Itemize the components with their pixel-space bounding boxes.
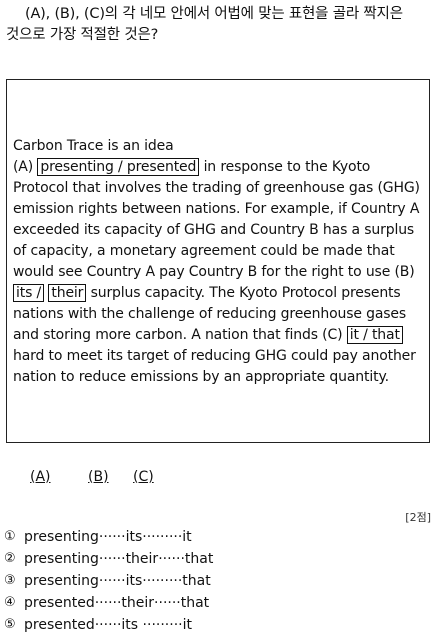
passage-intro: Carbon Trace is an idea bbox=[13, 138, 174, 154]
passage-box: Carbon Trace is an idea (A) presenting /… bbox=[6, 79, 430, 443]
choice-box-a: presenting / presented bbox=[37, 158, 200, 176]
choice-box-b-part-2: their bbox=[48, 284, 87, 302]
passage-text: Carbon Trace is an idea (A) presenting /… bbox=[13, 136, 428, 388]
option-number: ④ bbox=[4, 595, 16, 610]
answer-option-3[interactable]: ③ presenting······its·········that bbox=[4, 570, 434, 592]
option-text: presented······its ·········it bbox=[24, 617, 192, 633]
option-number: ② bbox=[4, 551, 16, 566]
answer-option-5[interactable]: ⑤ presented······its ·········it bbox=[4, 614, 434, 636]
answer-option-1[interactable]: ① presenting······its·········it bbox=[4, 526, 434, 548]
question-line-1: (A), (B), (C)의 각 네모 안에서 어법에 맞는 표현을 골라 짝지… bbox=[25, 6, 403, 22]
question-prompt: (A), (B), (C)의 각 네모 안에서 어법에 맞는 표현을 골라 짝지… bbox=[6, 4, 434, 46]
header-c: (C) bbox=[133, 469, 154, 485]
answer-option-2[interactable]: ② presenting······their······that bbox=[4, 548, 434, 570]
option-text: presenting······its·········that bbox=[24, 573, 211, 589]
answer-column-headers: (A) (B) (C) bbox=[0, 469, 439, 489]
option-number: ③ bbox=[4, 573, 16, 588]
option-number: ⑤ bbox=[4, 617, 16, 632]
passage-segment-1: in response to the Kyoto Protocol that i… bbox=[13, 159, 420, 280]
passage-segment-2: surplus capacity. The Kyoto Protocol pre… bbox=[13, 285, 407, 343]
choice-box-c: it / that bbox=[346, 326, 403, 344]
option-text: presenting······their······that bbox=[24, 551, 214, 567]
points-label: [2점] bbox=[405, 511, 431, 524]
question-line-2: 것으로 가장 적절한 것은? bbox=[6, 27, 159, 43]
answer-options: ① presenting······its·········it ② present… bbox=[4, 526, 434, 636]
option-text: presented······their······that bbox=[24, 595, 210, 611]
header-a: (A) bbox=[30, 469, 51, 485]
header-b: (B) bbox=[88, 469, 109, 485]
choice-box-b-part-1: its / bbox=[13, 284, 45, 302]
passage-segment-3: hard to meet its target of reducing GHG … bbox=[13, 348, 416, 385]
passage-a-label: (A) bbox=[13, 159, 38, 175]
option-number: ① bbox=[4, 529, 16, 544]
option-text: presenting······its·········it bbox=[24, 529, 192, 545]
answer-option-4[interactable]: ④ presented······their······that bbox=[4, 592, 434, 614]
